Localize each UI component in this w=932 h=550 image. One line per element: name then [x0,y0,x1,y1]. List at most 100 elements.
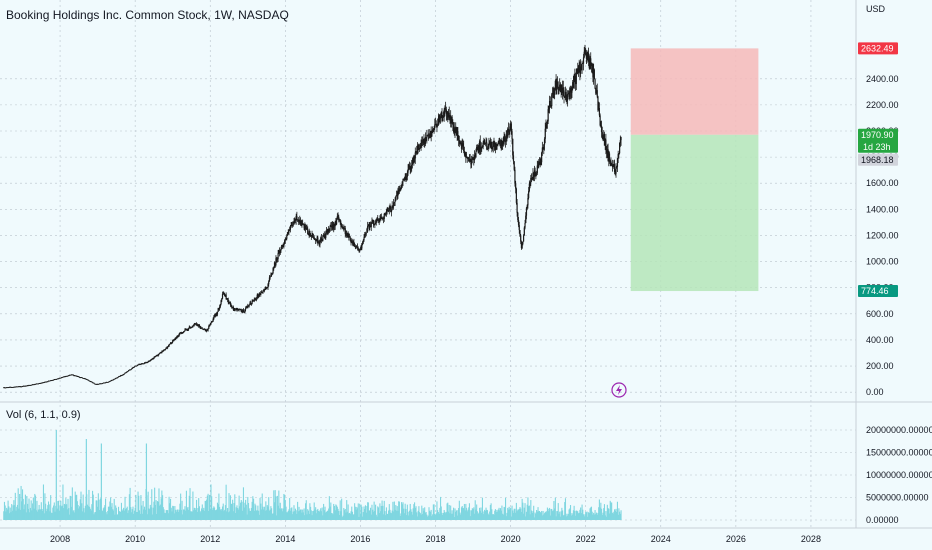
candle [51,379,53,381]
volume-bar [362,512,364,520]
candle [469,153,471,163]
volume-bar [251,501,253,520]
candle-body [34,383,36,385]
candle-body [107,382,109,383]
volume-bar [592,514,594,520]
candle-body [417,145,419,148]
candle [494,140,496,152]
candle [366,227,368,233]
volume-bar [474,500,476,520]
candle-body [255,298,258,300]
candle-body [187,328,190,330]
candle [418,143,420,150]
candle [374,220,376,229]
candle-body [349,237,351,241]
volume-bar [384,511,386,520]
volume-bar [237,509,239,520]
candle-body [114,378,116,380]
volume-bar [35,510,37,520]
candle [598,101,600,111]
candle-body [526,205,528,208]
candle-body [333,223,335,229]
candle-body [305,228,307,229]
candle-body [308,230,310,236]
volume-bar [189,488,191,520]
candle-body [279,250,281,254]
candle [376,217,378,223]
candle [334,220,336,230]
candle [185,328,188,331]
candle-body [187,329,189,331]
candle [503,131,505,146]
volume-bar [555,516,557,520]
candle [476,144,478,152]
volume-bar [460,507,463,520]
candle-body [446,111,448,115]
candle [58,377,60,379]
volume-bar [391,510,393,520]
volume-indicator-label[interactable]: Vol (6, 1.1, 0.9) [6,409,81,421]
candle [122,374,124,376]
candle-body [459,142,461,144]
candle [588,54,590,70]
volume-bar [145,443,148,520]
candle [245,306,247,312]
volume-bar [232,511,234,520]
volume-bar [352,514,354,520]
candle [102,382,104,384]
volume-bar [445,513,447,520]
candle-body [256,295,258,299]
candle-body [535,173,538,175]
candle-body [616,166,618,168]
volume-bar [197,508,199,520]
volume-bar [62,484,64,520]
year-tick-label: 2026 [726,534,746,544]
candle [301,220,303,228]
volume-bar [184,506,186,520]
volume-bar [610,502,612,520]
candle-body [448,112,450,118]
candle-body [317,237,319,244]
candle [472,154,474,161]
volume-bar [154,487,156,520]
candle [486,147,489,150]
volume-bar [357,503,359,520]
volume-bar [537,507,539,520]
candle-body [443,109,445,118]
volume-bar [416,512,418,520]
candle-body [343,228,345,230]
candle-body [354,245,356,247]
candle [165,347,167,350]
candle-body [247,305,249,307]
flash-icon[interactable] [611,382,627,398]
candle-body [386,209,388,212]
volume-bar [546,511,548,520]
candle-body [231,305,233,309]
candle [86,379,89,381]
volume-bar [428,507,430,520]
candle-body [99,383,102,385]
volume-bar [455,510,457,520]
candle [525,206,528,220]
volume-bar [276,495,278,520]
candle-body [203,328,206,330]
candle [224,294,227,298]
candle-body [30,384,32,386]
candle-body [489,141,491,144]
candle-body [55,379,58,380]
candle [471,156,473,164]
candle-body [105,382,107,383]
candle-body [115,378,117,379]
candle-body [549,100,551,105]
candle-body [369,225,371,228]
candle [617,150,619,164]
candle-body [71,374,73,376]
candle-body [374,222,377,224]
volume-bar [306,514,308,520]
candle-body [315,240,317,241]
volume-bar [18,508,20,520]
candle [158,353,160,356]
volume-bar [325,512,327,520]
candle [360,245,362,251]
